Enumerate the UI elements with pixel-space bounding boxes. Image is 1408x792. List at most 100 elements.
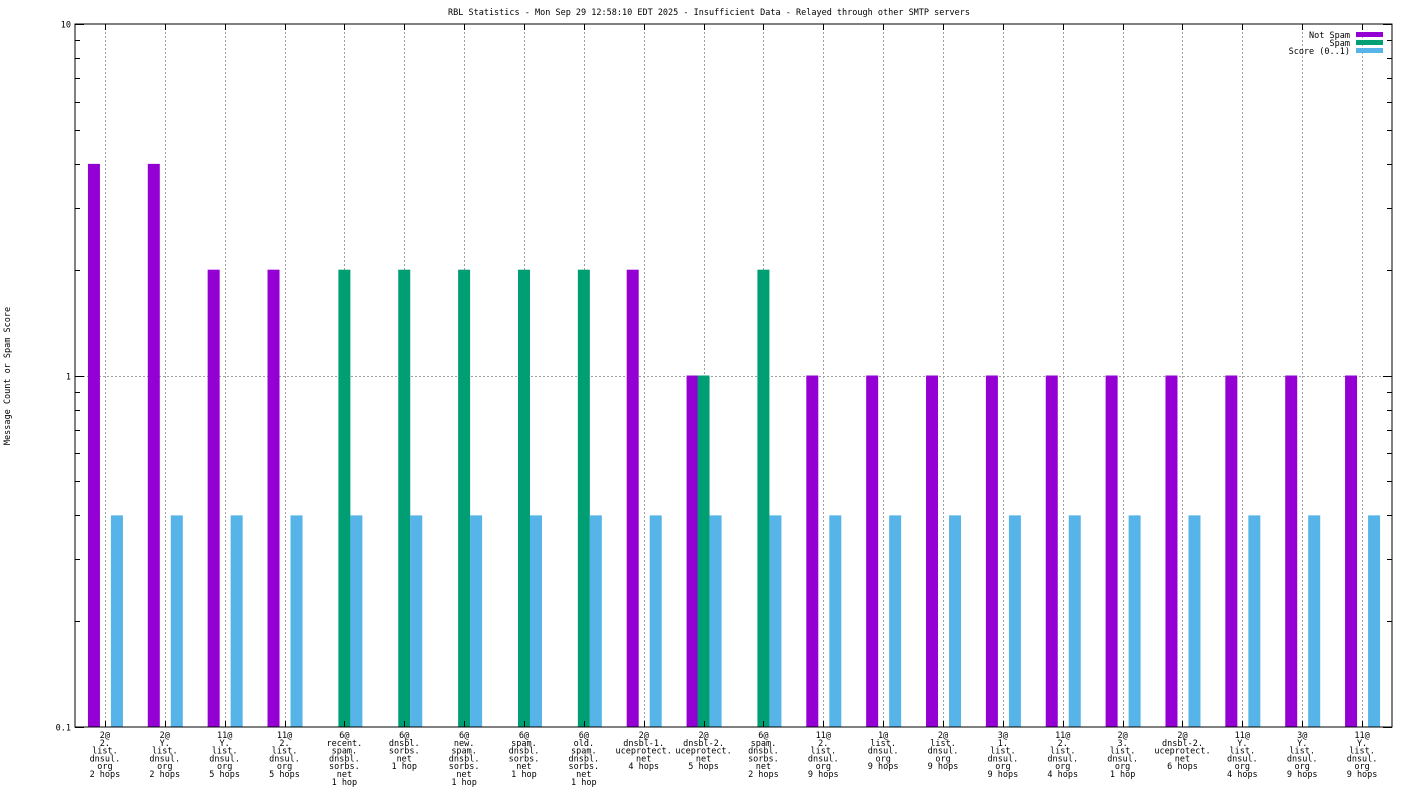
- x-tick-label-line: 2.: [100, 739, 110, 749]
- x-tick-label-line: dnsbl-1.: [623, 739, 664, 749]
- x-tick-label-line: sorbs.: [449, 762, 480, 772]
- x-tick-label-line: list.: [1050, 747, 1076, 757]
- y-axis-label: Message Count or Spam Score: [3, 307, 13, 445]
- x-tick-label-line: list.: [152, 747, 178, 757]
- bar-not-spam: [1285, 375, 1298, 727]
- x-tick-label-line: list.: [1230, 747, 1256, 757]
- x-tick-label-line: dnsul.: [1287, 754, 1318, 764]
- x-tick-label-line: org: [1235, 762, 1250, 772]
- x-tick-label: 2@ dnsbl-1. uceprotect. net 4 hops: [616, 731, 672, 772]
- x-tick-label-line: 1@: [878, 731, 888, 741]
- x-tick-label-line: 9 hops: [1347, 770, 1378, 780]
- bar-not-spam: [267, 269, 280, 727]
- x-tick-label-line: net: [1175, 754, 1190, 764]
- bar-spam: [757, 269, 770, 727]
- bar-score-0-1: [949, 515, 962, 727]
- x-tick-label-line: old.: [574, 739, 594, 749]
- bar-score-0-1: [1128, 515, 1141, 727]
- x-tick-label-line: 2@: [698, 731, 708, 741]
- x-tick-label-line: 5 hops: [209, 770, 240, 780]
- x-tick-label-line: list.: [990, 747, 1016, 757]
- x-tick-label-line: net: [636, 754, 651, 764]
- x-tick-label-line: dnsul.: [868, 747, 899, 757]
- x-tick-label-line: Y.: [220, 739, 230, 749]
- x-tick-label-line: list.: [1349, 747, 1375, 757]
- x-tick-label: 2@ dnsbl-2. uceprotect. net 5 hops: [675, 731, 731, 772]
- bar-not-spam: [626, 269, 639, 727]
- x-tick-label: 11@ 2. list. dnsul. org 5 hops: [269, 731, 300, 780]
- bar-score-0-1: [709, 515, 722, 727]
- x-tick-label-line: list.: [272, 747, 298, 757]
- y-tick-label: 1: [66, 373, 71, 383]
- x-tick-label-line: 2@: [938, 731, 948, 741]
- x-tick-label-line: sorbs.: [329, 762, 360, 772]
- x-tick-label-line: list.: [1289, 747, 1315, 757]
- x-tick-label-line: dnsul.: [209, 754, 240, 764]
- x-tick-label: 6@ spam. dnsbl. sorbs. net 2 hops: [748, 731, 779, 780]
- x-tick-label-line: 6@: [758, 731, 768, 741]
- x-tick-label-line: 2 hops: [90, 770, 121, 780]
- x-tick-label-line: org: [1115, 762, 1130, 772]
- legend-swatch: [1356, 32, 1383, 37]
- x-tick-label-line: org: [1055, 762, 1070, 772]
- y-tick-label: 0.1: [56, 724, 71, 734]
- x-tick-label-line: 2@: [160, 731, 170, 741]
- x-tick-label-line: sorbs.: [568, 762, 599, 772]
- x-tick-label: 1@ list. dnsul. org 9 hops: [868, 731, 899, 772]
- x-tick-label-line: 6@: [339, 731, 349, 741]
- x-tick-label-line: 5 hops: [688, 762, 719, 772]
- x-tick-label-line: 1 hop: [451, 778, 477, 788]
- x-tick-label-line: 1 hop: [571, 778, 597, 788]
- x-tick-label-line: 9 hops: [1287, 770, 1318, 780]
- bar-score-0-1: [1008, 515, 1021, 727]
- x-tick-label-line: dnsul.: [1107, 754, 1138, 764]
- bar-not-spam: [806, 375, 819, 727]
- bar-score-0-1: [290, 515, 303, 727]
- x-tick-label-line: 6@: [579, 731, 589, 741]
- x-tick-label-line: 9 hops: [868, 762, 899, 772]
- x-tick-label: 6@ dnsbl. sorbs. net 1 hop: [389, 731, 420, 772]
- x-tick-label-line: dnsbl.: [329, 754, 360, 764]
- x-tick-label-line: net: [696, 754, 711, 764]
- x-tick-label-line: 3@: [1297, 731, 1307, 741]
- bar-spam: [697, 375, 710, 727]
- bar-not-spam: [1105, 375, 1118, 727]
- x-tick-label-line: 6@: [399, 731, 409, 741]
- bar-spam: [338, 269, 351, 727]
- bar-score-0-1: [529, 515, 542, 727]
- x-tick-label-line: dnsul.: [149, 754, 180, 764]
- x-tick-label-line: dnsul.: [928, 747, 959, 757]
- x-tick-label-line: dnsbl.: [748, 747, 779, 757]
- x-tick-label-line: org: [1354, 762, 1369, 772]
- x-tick-label: 2@ list. dnsul. org 9 hops: [928, 731, 959, 772]
- bar-score-0-1: [1188, 515, 1201, 727]
- x-tick-label-line: org: [935, 754, 950, 764]
- x-tick-label-line: spam.: [751, 739, 777, 749]
- legend-swatch: [1356, 48, 1383, 53]
- bar-score-0-1: [1368, 515, 1381, 727]
- x-tick-label-line: recent.: [326, 739, 362, 749]
- x-tick-label: 3@ Y. list. dnsul. org 9 hops: [1287, 731, 1318, 780]
- x-tick-label: 11@ 2. list. dnsul. org 4 hops: [1047, 731, 1078, 780]
- bar-score-0-1: [110, 515, 123, 727]
- x-tick-label-line: dnsul.: [90, 754, 121, 764]
- x-tick-label-line: dnsbl.: [568, 754, 599, 764]
- x-tick-label-line: 11@: [217, 731, 232, 741]
- x-tick-label-line: 11@: [816, 731, 831, 741]
- x-tick-label-line: org: [157, 762, 172, 772]
- x-tick-label-line: spam.: [332, 747, 358, 757]
- x-tick-label-line: dnsul.: [988, 754, 1019, 764]
- x-tick-label-line: org: [1295, 762, 1310, 772]
- x-tick-label-line: 2 hops: [748, 770, 779, 780]
- x-tick-label-line: 1 hop: [332, 778, 358, 788]
- x-tick-label-line: dnsul.: [808, 754, 839, 764]
- x-tick-label-line: 11@: [277, 731, 292, 741]
- bar-score-0-1: [589, 515, 602, 727]
- x-tick-label: 6@ new. spam. dnsbl. sorbs. net 1 hop: [449, 731, 480, 788]
- x-tick-label-line: new.: [454, 739, 474, 749]
- x-tick-label-line: spam.: [451, 747, 477, 757]
- bar-not-spam: [985, 375, 998, 727]
- x-tick-label-line: dnsbl-2.: [683, 739, 724, 749]
